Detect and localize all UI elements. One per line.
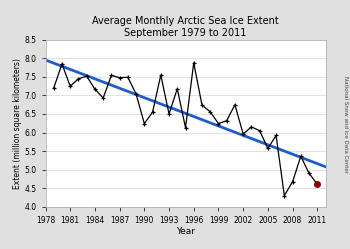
Title: Average Monthly Arctic Sea Ice Extent
September 1979 to 2011: Average Monthly Arctic Sea Ice Extent Se… [92,16,279,38]
Y-axis label: Extent (million square kilometers): Extent (million square kilometers) [13,58,22,189]
X-axis label: Year: Year [176,228,195,237]
Text: National Snow and Ice Data Center: National Snow and Ice Data Center [343,76,348,173]
